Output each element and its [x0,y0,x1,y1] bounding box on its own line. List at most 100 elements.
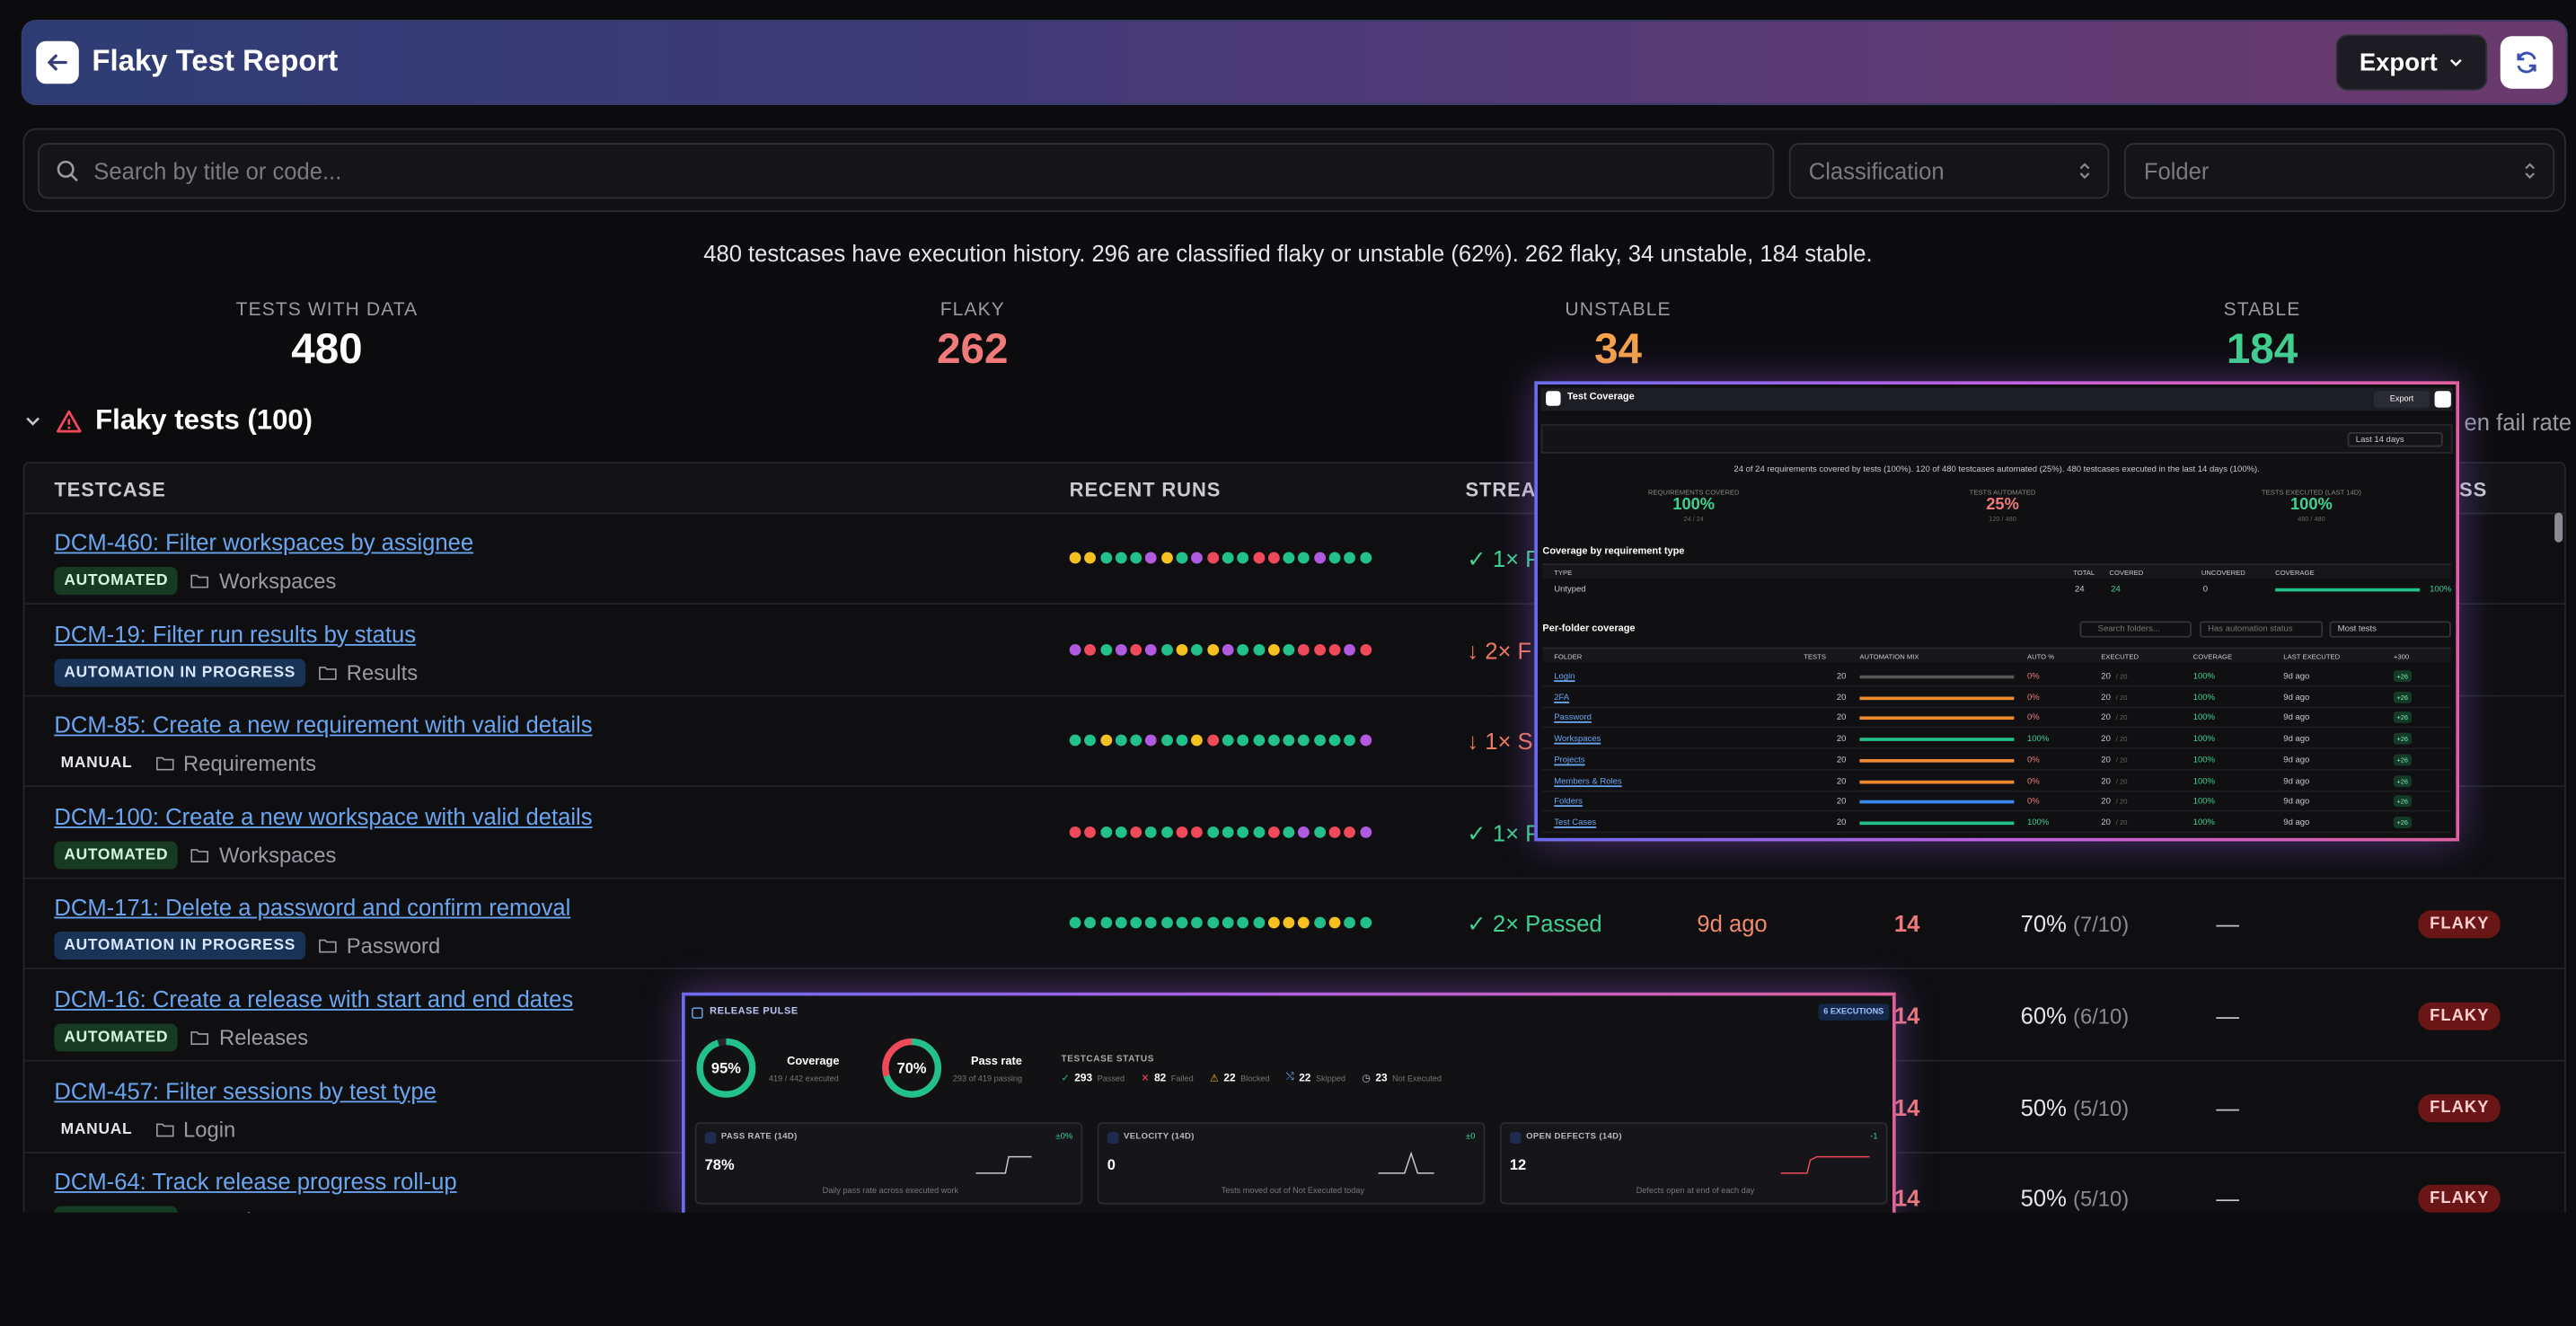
refresh-button[interactable] [2500,36,2554,89]
run-dot-passed[interactable] [1099,917,1112,930]
run-dot-passed[interactable] [1328,552,1341,564]
run-dot-passed[interactable] [1115,917,1127,930]
column-testcase[interactable]: TESTCASE [54,478,166,501]
run-dot-passed[interactable] [1298,552,1310,564]
run-dot-failed[interactable] [1298,643,1310,656]
run-dot-passed[interactable] [1283,826,1295,838]
release-pulse-preview[interactable]: RELEASE PULSE 6 EXECUTIONS 95% Coverage … [682,992,1896,1213]
run-dot-passed[interactable] [1115,826,1127,838]
run-dot-passed[interactable] [1099,643,1112,656]
run-dot-skipped[interactable] [1222,643,1234,656]
run-dot-passed[interactable] [1222,826,1234,838]
run-dot-failed[interactable] [1359,643,1372,656]
run-dot-passed[interactable] [1160,734,1173,747]
run-dot-failed[interactable] [1313,643,1326,656]
run-dot-failed[interactable] [1191,826,1204,838]
run-dot-passed[interactable] [1084,917,1097,930]
testcase-link[interactable]: DCM-85: Create a new requirement with va… [54,712,593,738]
run-dot-failed[interactable] [1252,552,1265,564]
run-dot-passed[interactable] [1267,734,1280,747]
run-dot-passed[interactable] [1237,643,1249,656]
run-dot-skipped[interactable] [1298,826,1310,838]
run-dot-passed[interactable] [1099,826,1112,838]
run-dot-passed[interactable] [1191,917,1204,930]
run-dot-passed[interactable] [1359,917,1372,930]
search-input[interactable] [93,157,1573,184]
testcase-link[interactable]: DCM-100: Create a new workspace with val… [54,803,593,830]
run-dot-passed[interactable] [1222,917,1234,930]
run-dot-passed[interactable] [1176,917,1188,930]
run-dot-skipped[interactable] [1191,552,1204,564]
classification-select[interactable]: Classification [1788,143,2110,199]
run-dot-blocked[interactable] [1176,643,1188,656]
column-status[interactable]: SS [2459,478,2488,501]
testcase-link[interactable]: DCM-16: Create a release with start and … [54,986,574,1012]
run-dot-blocked[interactable] [1160,552,1173,564]
table-row[interactable]: DCM-171: Delete a password and confirm r… [24,880,2565,970]
testcase-link[interactable]: DCM-460: Filter workspaces by assignee [54,528,474,556]
run-dot-passed[interactable] [1084,734,1097,747]
run-dot-skipped[interactable] [1145,643,1158,656]
run-dot-passed[interactable] [1237,917,1249,930]
testcase-link[interactable]: DCM-171: Delete a password and confirm r… [54,894,571,921]
run-dot-passed[interactable] [1344,734,1356,747]
run-dot-passed[interactable] [1252,917,1265,930]
testcase-link[interactable]: DCM-19: Filter run results by status [54,620,417,647]
run-dot-blocked[interactable] [1206,643,1219,656]
run-dot-failed[interactable] [1206,734,1219,747]
run-dot-skipped[interactable] [1313,552,1326,564]
table-row[interactable]: DCM-85: Create a new requirement with va… [24,697,2565,788]
run-dot-passed[interactable] [1145,917,1158,930]
table-row[interactable]: DCM-460: Filter workspaces by assignee A… [24,514,2565,606]
run-dot-skipped[interactable] [1344,643,1356,656]
run-dot-passed[interactable] [1313,826,1326,838]
run-dot-passed[interactable] [1160,826,1173,838]
sort-hint[interactable]: en fail rate [2464,409,2572,436]
run-dot-passed[interactable] [1176,552,1188,564]
run-dot-failed[interactable] [1267,826,1280,838]
run-dot-failed[interactable] [1328,826,1341,838]
run-dot-passed[interactable] [1130,552,1142,564]
run-dot-passed[interactable] [1344,552,1356,564]
run-dot-passed[interactable] [1115,552,1127,564]
run-dot-failed[interactable] [1069,826,1081,838]
run-dot-blocked[interactable] [1328,917,1341,930]
run-dot-failed[interactable] [1130,643,1142,656]
flaky-section-toggle[interactable]: Flaky tests (100) [23,404,313,438]
run-dot-passed[interactable] [1313,917,1326,930]
run-dot-blocked[interactable] [1099,734,1112,747]
run-dot-passed[interactable] [1237,552,1249,564]
table-row[interactable]: DCM-64: Track release progress roll-up A… [24,1154,2564,1213]
run-dot-skipped[interactable] [1145,552,1158,564]
back-button[interactable] [36,40,79,84]
run-dot-passed[interactable] [1283,734,1295,747]
run-dot-passed[interactable] [1130,917,1142,930]
run-dot-skipped[interactable] [1069,643,1081,656]
run-dot-passed[interactable] [1099,552,1112,564]
run-dot-passed[interactable] [1160,643,1173,656]
run-dot-passed[interactable] [1145,826,1158,838]
run-dot-passed[interactable] [1252,826,1265,838]
column-recent-runs[interactable]: RECENT RUNS [1069,478,1222,501]
run-dot-passed[interactable] [1191,643,1204,656]
run-dot-failed[interactable] [1130,826,1142,838]
run-dot-skipped[interactable] [1359,734,1372,747]
run-dot-failed[interactable] [1328,643,1341,656]
table-row[interactable]: DCM-19: Filter run results by status AUT… [24,606,2565,696]
run-dot-blocked[interactable] [1267,917,1280,930]
run-dot-failed[interactable] [1176,826,1188,838]
run-dot-passed[interactable] [1160,917,1173,930]
run-dot-passed[interactable] [1130,734,1142,747]
run-dot-passed[interactable] [1328,734,1341,747]
run-dot-passed[interactable] [1283,643,1295,656]
run-dot-blocked[interactable] [1283,917,1295,930]
run-dot-passed[interactable] [1252,734,1265,747]
run-dot-passed[interactable] [1176,734,1188,747]
run-dot-failed[interactable] [1267,552,1280,564]
run-dot-passed[interactable] [1298,734,1310,747]
table-row[interactable]: DCM-100: Create a new workspace with val… [24,789,2565,880]
run-dot-passed[interactable] [1252,643,1265,656]
search-box[interactable] [38,143,1775,199]
run-dot-skipped[interactable] [1145,734,1158,747]
table-scrollbar[interactable] [2554,512,2563,543]
